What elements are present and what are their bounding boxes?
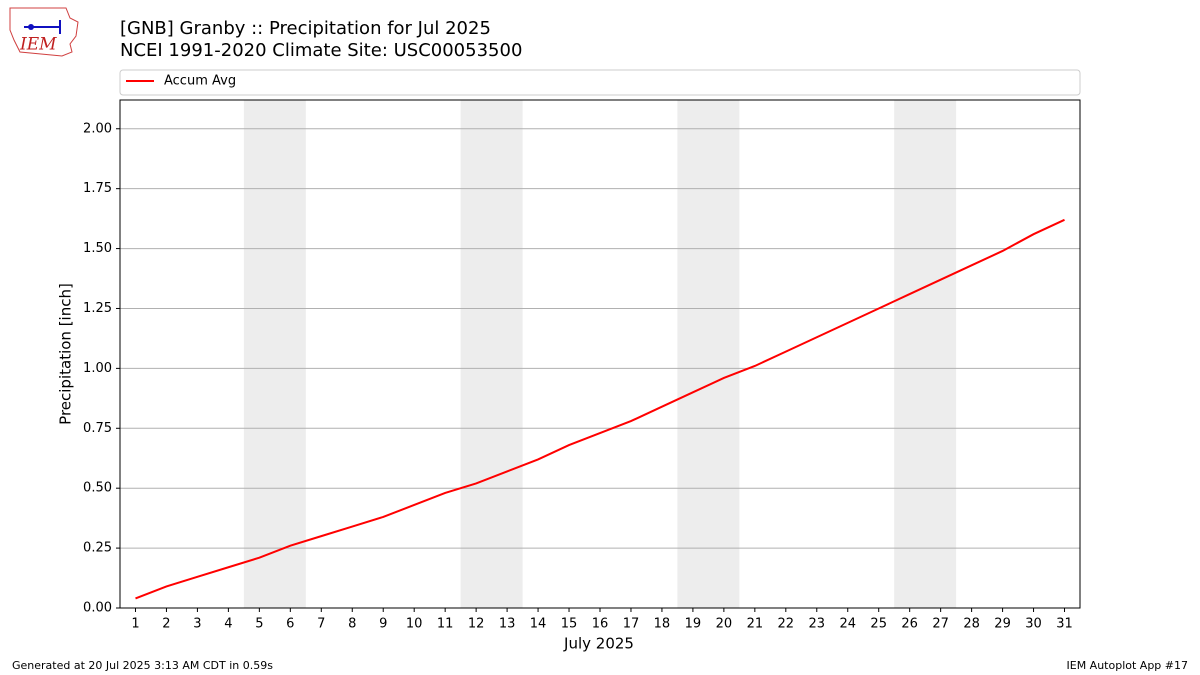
y-tick-label: 0.75 xyxy=(83,421,112,436)
x-tick-label: 29 xyxy=(994,617,1011,632)
x-tick-label: 31 xyxy=(1056,617,1073,632)
weekend-shade xyxy=(677,100,740,608)
weekend-shade xyxy=(243,100,306,608)
x-tick-label: 12 xyxy=(468,617,485,632)
x-tick-label: 7 xyxy=(317,617,325,632)
weekend-shade xyxy=(460,100,523,608)
chart-subtitle: NCEI 1991-2020 Climate Site: USC00053500 xyxy=(120,40,522,61)
x-tick-label: 3 xyxy=(193,617,201,632)
x-tick-label: 16 xyxy=(592,617,609,632)
footer-left: Generated at 20 Jul 2025 3:13 AM CDT in … xyxy=(12,659,273,672)
x-tick-label: 4 xyxy=(224,617,232,632)
legend-label: Accum Avg xyxy=(164,74,236,89)
y-tick-label: 1.25 xyxy=(83,301,112,316)
plot-frame xyxy=(119,99,1081,609)
x-tick-label: 10 xyxy=(406,617,423,632)
x-tick-label: 17 xyxy=(623,617,640,632)
y-axis-label: Precipitation [inch] xyxy=(57,283,75,425)
x-tick-label: 20 xyxy=(716,617,733,632)
y-tick-label: 1.75 xyxy=(83,181,112,196)
chart-title: [GNB] Granby :: Precipitation for Jul 20… xyxy=(120,18,491,39)
x-tick-label: 18 xyxy=(654,617,671,632)
logo: IEM xyxy=(9,7,79,57)
y-tick-label: 0.00 xyxy=(83,601,112,616)
x-tick-label: 24 xyxy=(839,617,856,632)
legend-box xyxy=(119,69,1081,96)
x-tick-label: 13 xyxy=(499,617,516,632)
x-tick-label: 14 xyxy=(530,617,547,632)
footer-right: IEM Autoplot App #17 xyxy=(1067,659,1189,672)
x-tick-label: 5 xyxy=(255,617,263,632)
x-tick-label: 25 xyxy=(870,617,887,632)
x-tick-label: 22 xyxy=(778,617,795,632)
x-tick-label: 15 xyxy=(561,617,578,632)
y-tick-label: 1.50 xyxy=(83,241,112,256)
y-tick-label: 0.25 xyxy=(83,541,112,556)
logo-text: IEM xyxy=(19,35,57,55)
series-line xyxy=(135,218,1065,600)
x-tick-label: 28 xyxy=(963,617,980,632)
x-tick-label: 21 xyxy=(747,617,764,632)
y-tick-label: 1.00 xyxy=(83,361,112,376)
x-tick-label: 26 xyxy=(901,617,918,632)
x-tick-label: 11 xyxy=(437,617,454,632)
x-tick-label: 19 xyxy=(685,617,702,632)
x-tick-label: 1 xyxy=(131,617,139,632)
x-tick-label: 9 xyxy=(379,617,387,632)
weekend-shade xyxy=(894,100,957,608)
x-tick-label: 8 xyxy=(348,617,356,632)
x-tick-label: 30 xyxy=(1025,617,1042,632)
x-tick-label: 2 xyxy=(162,617,170,632)
x-tick-label: 27 xyxy=(932,617,949,632)
y-tick-label: 2.00 xyxy=(83,121,112,136)
x-tick-label: 6 xyxy=(286,617,294,632)
x-axis-label: July 2025 xyxy=(563,635,634,653)
x-tick-label: 23 xyxy=(809,617,826,632)
y-tick-label: 0.50 xyxy=(83,481,112,496)
